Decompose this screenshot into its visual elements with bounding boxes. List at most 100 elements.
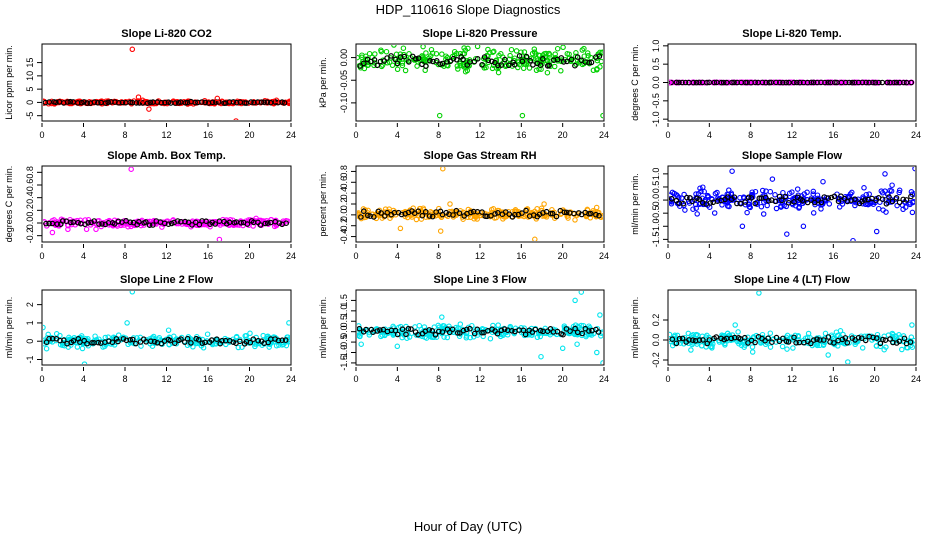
panel-9-point (908, 342, 914, 349)
panel-6-point (804, 189, 810, 196)
panel-5-mean-point (563, 209, 570, 216)
panel-2-point (402, 67, 409, 74)
panel-5-mean-point (553, 213, 560, 220)
panel-5-xtick-label: 4 (395, 251, 400, 261)
panel-9-mean-point (814, 336, 820, 343)
panel-3-mean-point (863, 79, 869, 86)
panel-6-mean-point (756, 195, 763, 202)
panel-1-xtick-label: 8 (122, 130, 127, 140)
panel-6-mean-point (896, 199, 903, 206)
panel-2-point (393, 51, 400, 58)
panel-6-mean-point (883, 201, 890, 207)
panel-2-mean-point (481, 54, 488, 60)
panel-8-mean-point (479, 329, 485, 336)
panel-3-mean-point (884, 79, 891, 86)
panel-8-xtick-label: 4 (395, 374, 400, 384)
panel-3-mean-point (832, 79, 838, 86)
panel-2-mean-point (360, 60, 367, 67)
panel-7-points (43, 291, 290, 364)
panel-1-title: Slope Li-820 CO2 (121, 28, 211, 40)
panel-2-mean-point (560, 59, 567, 65)
panel-2-ytick-label: 0.00 (339, 49, 349, 67)
panel-8-mean-point (554, 328, 561, 335)
panel-4-plot-frame (41, 165, 292, 243)
panel-8-mean-point (509, 327, 515, 334)
panel-1-mean-point (147, 99, 154, 106)
panel-6-mean-point (831, 193, 838, 200)
panel-5-mean-point (443, 209, 450, 216)
figure-title: HDP_110616 Slope Diagnostics (376, 2, 561, 17)
panel-3-mean-point (783, 79, 790, 86)
panel-8-mean-point (460, 327, 467, 334)
panel-8-point (534, 334, 541, 341)
panel-9-mean-point (870, 334, 876, 341)
panel-2-point (433, 51, 440, 57)
panel-1-outlier-point (146, 106, 152, 112)
panel-7-mean-point (178, 336, 184, 342)
panel-9-mean-point (765, 335, 772, 342)
panel-3-mean-point (846, 79, 853, 86)
panel-5-ytick-label: 0.2 (339, 198, 349, 211)
panel-7-xtick-label: 4 (81, 374, 86, 384)
panel-4-mean-point (244, 221, 251, 227)
panel-7-mean-point (182, 339, 188, 345)
panel-8-outlier-point (600, 360, 603, 364)
panel-2-point (378, 47, 384, 53)
panel-6-ytick-label: 1.0 (651, 168, 661, 181)
panel-6-point (749, 189, 755, 195)
panel-8-mean-point (471, 330, 478, 337)
panel-7-xtick-label: 24 (286, 374, 296, 384)
panel-2-mean-point (479, 62, 485, 68)
panel-7-point (233, 333, 240, 340)
panel-5-xtick-label: 0 (353, 251, 358, 261)
panel-9-mean-point (769, 339, 775, 346)
panel-6-outlier-point (873, 228, 880, 235)
panel-3-mean-point (810, 79, 817, 86)
panel-2-mean-point (574, 54, 581, 60)
panel-5-outlier-point (541, 201, 547, 207)
panel-4-mean-point (165, 221, 172, 228)
panel-7-mean-point (151, 338, 158, 345)
panel-6-point (692, 201, 699, 208)
panel-1-outlier-point (233, 118, 239, 120)
panel-3-xtick-label: 12 (787, 130, 797, 140)
panel-6-mean-point (835, 198, 842, 205)
panel-5-point (490, 206, 497, 212)
panel-2-outlier-point (600, 112, 603, 119)
panel-9-mean-point (776, 338, 783, 345)
panel-2-mean-point (519, 58, 526, 65)
panel-7-outlier-point (79, 345, 86, 352)
panel-8-outlier-point (594, 349, 600, 356)
panel-4-outlier-point (128, 167, 134, 172)
panel-5-mean-point (450, 212, 456, 218)
panel-1-mean-point (119, 99, 126, 106)
panel-3-mean-point (696, 79, 702, 86)
panel-4-mean-point (59, 218, 66, 224)
panel-9-mean-point (780, 335, 786, 342)
panel-7-mean-point (184, 335, 191, 342)
panel-8-outlier-point (574, 341, 580, 347)
panel-5-point (438, 214, 445, 221)
panel-6-point (701, 188, 707, 195)
panel-1-mean-point (230, 99, 237, 105)
panel-9-point (685, 330, 692, 337)
panel-2-mean-point (464, 62, 471, 68)
panel-2-point (585, 52, 591, 59)
panel-7-point (239, 344, 245, 350)
panel-8-outlier-point (597, 312, 603, 318)
panel-9-mean-point (831, 340, 837, 346)
panel-7-outlier-point (124, 320, 130, 326)
panel-8-point (463, 335, 470, 341)
panel-6-point (690, 206, 696, 212)
panel-5-point (473, 214, 479, 220)
panel-3-ytick-label: -0.5 (651, 93, 661, 109)
panel-3-mean-point (776, 79, 783, 86)
panel-9-point (735, 329, 741, 335)
panel-8-mean-point (520, 327, 527, 334)
panel-6-outlier-point (739, 223, 746, 230)
panel-1-ytick-label: 15 (25, 58, 35, 68)
panel-2-point (508, 46, 515, 53)
panel-5-mean-point (587, 210, 594, 217)
panel-8-xtick-label: 8 (436, 374, 441, 384)
